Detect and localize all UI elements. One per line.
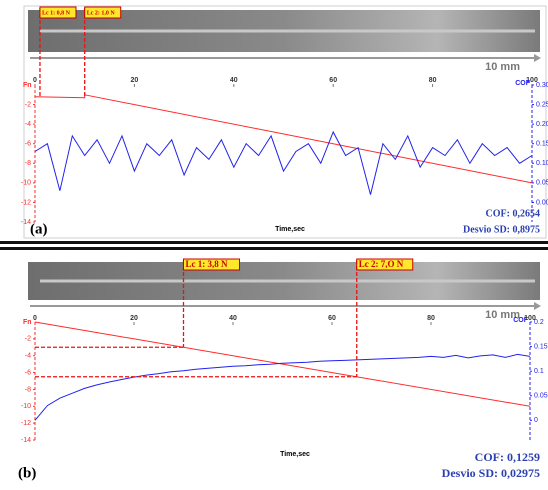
- y-tick-label: -14: [21, 437, 31, 444]
- critical-load-label: Lc 1: 3,8 N: [186, 259, 228, 269]
- y2-axis-label: COF: [515, 80, 531, 87]
- y2-tick-label: 0: [534, 417, 538, 424]
- x-tick-label: 60: [328, 315, 336, 322]
- separator: [0, 241, 548, 244]
- x-tick-label: 100: [524, 315, 536, 322]
- x-tick-label: 60: [329, 77, 337, 84]
- x-tick-label: 0: [33, 77, 37, 84]
- y2-tick-label: 0.30: [536, 82, 548, 89]
- y-axis-label: Fn: [23, 82, 32, 89]
- series-line: [34, 130, 533, 195]
- scale-arrowhead: [534, 302, 541, 310]
- statistic: COF: 0,2654: [486, 208, 540, 219]
- scale-label: 10 mm: [485, 61, 520, 73]
- separator: [0, 247, 548, 250]
- y-tick-label: -12: [21, 199, 31, 206]
- y2-tick-label: 0.00: [536, 199, 548, 206]
- y2-tick-label: 0.15: [534, 343, 548, 350]
- y-tick-label: -8: [25, 160, 31, 167]
- y-axis-label: Fn: [23, 319, 32, 326]
- y-tick-label: -14: [21, 219, 31, 226]
- critical-load-label: Lc 1: 0,8 N: [42, 10, 71, 16]
- y-tick-label: -8: [25, 386, 31, 393]
- y2-tick-label: 0.05: [536, 180, 548, 187]
- x-tick-label: 40: [229, 315, 237, 322]
- statistic: COF: 0,1259: [475, 450, 540, 464]
- x-tick-label: 0: [33, 315, 37, 322]
- critical-load-tag: [39, 6, 77, 19]
- y2-tick-label: 0.05: [534, 393, 548, 400]
- x-tick-label: 40: [230, 77, 238, 84]
- panel-label: (b): [18, 465, 36, 481]
- x-tick-label: 20: [130, 315, 138, 322]
- y-tick-label: -10: [21, 403, 31, 410]
- series-line: [34, 321, 531, 407]
- y2-tick-label: 0.1: [534, 368, 544, 375]
- x-tick-label: 20: [131, 77, 139, 84]
- y-tick-label: -6: [25, 369, 31, 376]
- x-tick-label: 100: [526, 77, 538, 84]
- y-tick-label: -2: [25, 101, 31, 108]
- y2-tick-label: 0.25: [536, 101, 548, 108]
- critical-load-label: Lc 2: 7,O N: [359, 259, 404, 269]
- x-tick-label: 80: [429, 77, 437, 84]
- x-axis-label: Time,sec: [275, 226, 305, 233]
- y-tick-label: -4: [25, 353, 31, 360]
- y-tick-label: -2: [25, 336, 31, 343]
- x-axis-label: Time,sec: [280, 451, 310, 458]
- y-tick-label: -12: [21, 420, 31, 427]
- y2-tick-label: 0.2: [534, 319, 544, 326]
- y2-tick-label: 0.15: [536, 141, 548, 148]
- statistic: Desvio SD: 0,8975: [463, 224, 540, 235]
- critical-load-label: Lc 2: 1,0 N: [87, 10, 116, 16]
- x-tick-label: 80: [427, 315, 435, 322]
- scale-arrowhead: [534, 54, 541, 62]
- y2-tick-label: 0.20: [536, 121, 548, 128]
- y2-tick-label: 0.10: [536, 160, 548, 167]
- series-line: [34, 94, 533, 184]
- y-tick-label: -6: [25, 141, 31, 148]
- statistic: Desvio SD: 0,02975: [442, 466, 540, 480]
- y-tick-label: -10: [21, 180, 31, 187]
- series-line: [34, 353, 531, 421]
- critical-load-tag: [356, 258, 414, 271]
- scale-label: 10 mm: [485, 309, 520, 321]
- critical-load-tag: [84, 6, 122, 19]
- panel-label: (a): [30, 221, 48, 237]
- y2-axis-label: COF: [513, 317, 529, 324]
- critical-load-tag: [183, 258, 240, 271]
- y-tick-label: -4: [25, 121, 31, 128]
